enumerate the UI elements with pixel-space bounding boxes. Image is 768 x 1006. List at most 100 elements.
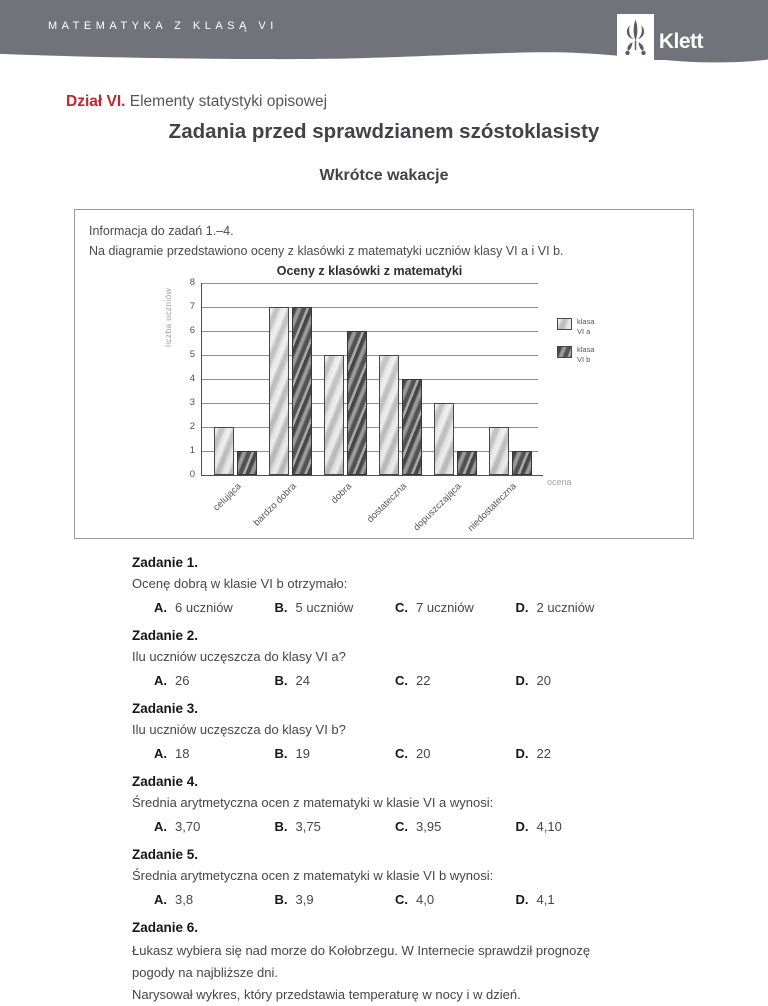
option-letter: D. xyxy=(515,673,529,688)
question-text: Ilu uczniów uczęszcza do klasy VI b? xyxy=(132,722,346,737)
question-block: Zadanie 2. Ilu uczniów uczęszcza do klasy… xyxy=(132,628,636,689)
bar-klasa-via-5 xyxy=(489,427,509,476)
option-d: D. 4,10 xyxy=(516,819,637,835)
options-row: A. 3,70 B. 3,75 C. 3,95 D. 4,10 xyxy=(154,819,636,835)
legend-item: klasa VI b xyxy=(557,345,595,364)
option-letter: A. xyxy=(154,892,167,907)
bar-klasa-vib-1 xyxy=(292,307,312,476)
page-subtitle: Wkrótce wakacje xyxy=(319,167,449,184)
x-tick-label: dobra xyxy=(328,481,354,507)
option-a: A. 18 xyxy=(154,746,275,762)
x-axis-title: ocena xyxy=(547,477,572,488)
question-block: Zadanie 4. Średnia arytmetyczna ocen z ma… xyxy=(132,774,636,835)
bar-klasa-via-2 xyxy=(324,355,344,476)
y-axis-title: liczba uczniów xyxy=(163,288,173,348)
option-letter: B. xyxy=(274,746,288,761)
legend-label: klasa VI b xyxy=(577,345,595,364)
question-text: Ocenę dobrą w klasie VI b otrzymało: xyxy=(132,576,348,591)
series-title: MATEMATYKA Z KLASĄ VI xyxy=(48,20,278,32)
option-value: 22 xyxy=(416,673,431,688)
bar-klasa-vib-5 xyxy=(512,451,532,476)
option-d: D. 2 uczniów xyxy=(516,600,637,616)
option-b: B. 24 xyxy=(275,673,396,689)
option-letter: D. xyxy=(515,892,529,907)
option-value: 19 xyxy=(295,746,310,761)
option-a: A. 6 uczniów xyxy=(154,600,275,616)
option-value: 3,70 xyxy=(175,819,201,834)
legend-swatch-via xyxy=(557,318,572,331)
option-value: 7 uczniów xyxy=(416,600,474,615)
option-b: B. 3,75 xyxy=(275,819,396,835)
x-tick-label: dopuszczająca xyxy=(411,481,464,534)
option-value: 26 xyxy=(175,673,190,688)
section-line: Dział VI. Elementy statystyki opisowej xyxy=(66,93,702,111)
gridline xyxy=(202,427,538,429)
option-letter: A. xyxy=(154,600,167,615)
option-b: B. 19 xyxy=(275,746,396,762)
bar-klasa-via-0 xyxy=(214,427,234,476)
option-letter: A. xyxy=(154,673,167,688)
option-a: A. 26 xyxy=(154,673,275,689)
klett-lily-icon xyxy=(625,19,646,56)
gridline xyxy=(202,331,538,333)
question-text: Ilu uczniów uczęszcza do klasy VI a? xyxy=(132,649,346,664)
legend-label-line: VI b xyxy=(577,354,591,364)
option-value: 6 uczniów xyxy=(175,600,233,615)
bar-klasa-via-3 xyxy=(379,355,399,476)
option-b: B. 5 uczniów xyxy=(275,600,396,616)
option-value: 3,9 xyxy=(295,892,314,907)
option-value: 22 xyxy=(536,746,551,761)
y-axis xyxy=(201,283,202,477)
gridline xyxy=(202,355,538,357)
option-letter: C. xyxy=(395,746,408,761)
option-value: 20 xyxy=(416,746,431,761)
page-header: MATEMATYKA Z KLASĄ VI xyxy=(0,0,768,66)
option-value: 2 uczniów xyxy=(536,600,595,615)
question-number: Zadanie 4. xyxy=(132,774,199,789)
option-value: 3,95 xyxy=(416,819,442,834)
bar-klasa-vib-0 xyxy=(237,451,257,476)
options-row: A. 26 B. 24 C. 22 D. 20 xyxy=(154,673,636,689)
legend-label-line: VI a xyxy=(577,326,591,336)
bar-klasa-vib-2 xyxy=(347,331,367,476)
option-letter: B. xyxy=(274,819,288,834)
legend-swatch-vib xyxy=(557,346,572,359)
question-text: Średnia arytmetyczna ocen z matematyki w… xyxy=(132,795,494,810)
option-a: A. 3,8 xyxy=(154,892,275,908)
question-block: Zadanie 5. Średnia arytmetyczna ocen z ma… xyxy=(132,847,636,908)
option-letter: B. xyxy=(274,600,288,615)
section-label: Dział VI. xyxy=(66,93,126,110)
info-line-1: Informacja do zadań 1.–4. xyxy=(89,224,234,238)
bar-klasa-via-1 xyxy=(269,307,289,476)
question-text: Narysował wykres, który przedstawia temp… xyxy=(132,987,521,1002)
questions: Zadanie 1. Ocenę dobrą w klasie VI b otrz… xyxy=(132,555,636,1006)
option-value: 24 xyxy=(295,673,310,688)
option-letter: C. xyxy=(395,819,408,834)
option-d: D. 22 xyxy=(516,746,637,762)
y-tick-label: 7 xyxy=(189,301,195,313)
question-number: Zadanie 5. xyxy=(132,847,199,862)
x-tick-label: bardzo dobra xyxy=(251,481,299,529)
options-row: A. 6 uczniów B. 5 uczniów C. 7 uczniów D. 2 ucz… xyxy=(154,600,636,616)
option-value: 20 xyxy=(536,673,551,688)
x-tick-label: celująca xyxy=(211,481,244,514)
bar-klasa-vib-4 xyxy=(457,451,477,476)
bar-chart: Oceny z klasówki z matematyki 0 1 2 3 4 5 6 7 8 l… xyxy=(89,264,679,534)
question-block: Zadanie 6. Łukasz wybiera się nad morze d… xyxy=(132,920,636,1006)
klett-logo-mark xyxy=(616,14,654,60)
info-box: Informacja do zadań 1.–4. Na diagramie p… xyxy=(74,209,694,539)
option-b: B. 3,9 xyxy=(275,892,396,908)
option-c: C. 7 uczniów xyxy=(395,600,516,616)
question-text: Średnia arytmetyczna ocen z matematyki w… xyxy=(132,868,494,883)
y-tick-label: 6 xyxy=(189,325,195,337)
y-tick-label: 2 xyxy=(189,421,195,433)
klett-logo: Klett xyxy=(616,14,712,60)
header-wave xyxy=(0,51,768,63)
legend-item: klasa VI a xyxy=(557,317,595,336)
question-number: Zadanie 2. xyxy=(132,628,199,643)
legend-label: klasa VI a xyxy=(577,317,595,336)
gridline xyxy=(202,307,538,309)
option-letter: B. xyxy=(274,673,288,688)
x-tick-label: niedostateczna xyxy=(465,481,519,535)
